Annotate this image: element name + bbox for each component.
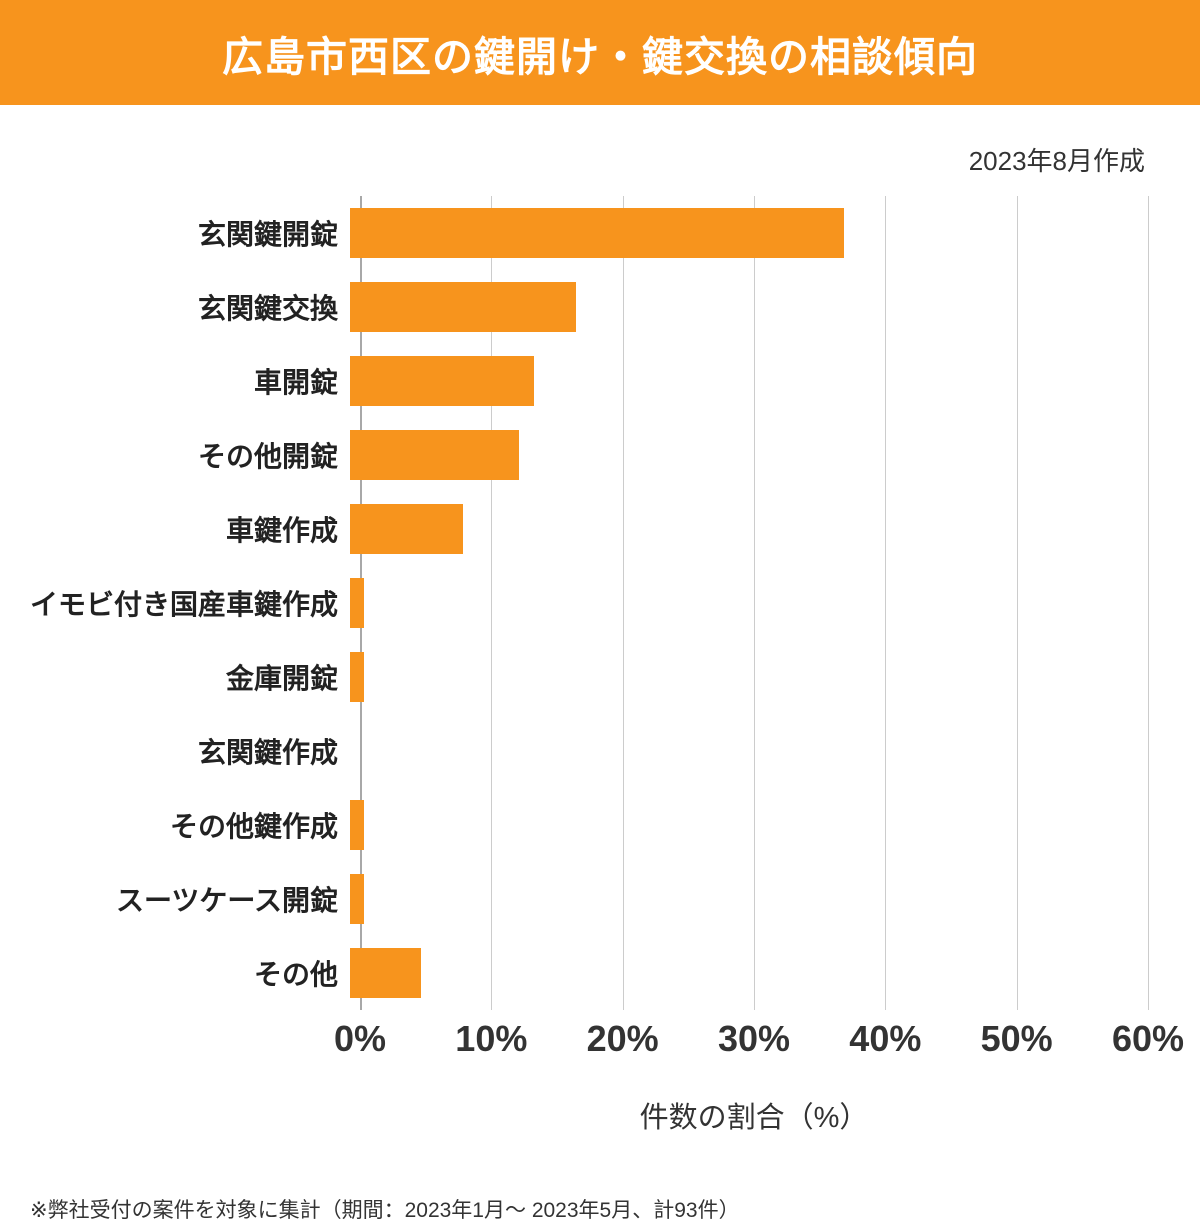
category-label: 玄関鍵開錠 bbox=[197, 219, 338, 250]
bar bbox=[350, 652, 365, 702]
bar-track bbox=[350, 800, 1138, 850]
bar-rows: 玄関鍵開錠玄関鍵交換車開錠その他開錠車鍵作成イモビ付き国産車鍵作成金庫開錠玄関鍵… bbox=[0, 196, 1200, 1010]
x-tick-label: 40% bbox=[849, 1018, 922, 1059]
bar bbox=[350, 430, 520, 480]
bar-track bbox=[350, 874, 1138, 924]
bar-row: 玄関鍵作成 bbox=[0, 714, 1200, 788]
bar bbox=[350, 282, 576, 332]
footnote: ※弊社受付の案件を対象に集計（期間：2023年1月～ 2023年5月、計93件） bbox=[30, 1199, 740, 1222]
bar-track bbox=[350, 282, 1138, 332]
bar-row: 車鍵作成 bbox=[0, 492, 1200, 566]
bar-track bbox=[350, 504, 1138, 554]
bar bbox=[350, 948, 421, 998]
category-label: スーツケース開錠 bbox=[115, 885, 338, 916]
category-label: 玄関鍵作成 bbox=[197, 737, 338, 768]
x-axis-label: 件数の割合（%） bbox=[639, 1102, 869, 1134]
bar-row: 玄関鍵交換 bbox=[0, 270, 1200, 344]
bar-row: その他 bbox=[0, 936, 1200, 1010]
gridline bbox=[491, 196, 493, 1010]
bar-track bbox=[350, 208, 1138, 258]
plot-area: 玄関鍵開錠玄関鍵交換車開錠その他開錠車鍵作成イモビ付き国産車鍵作成金庫開錠玄関鍵… bbox=[0, 196, 1200, 1010]
bar bbox=[350, 208, 844, 258]
bar-chart: 玄関鍵開錠玄関鍵交換車開錠その他開錠車鍵作成イモビ付き国産車鍵作成金庫開錠玄関鍵… bbox=[0, 196, 1200, 1136]
bar-track bbox=[350, 356, 1138, 406]
category-label: その他 bbox=[253, 959, 338, 990]
bar-row: スーツケース開錠 bbox=[0, 862, 1200, 936]
category-label: 車開錠 bbox=[253, 367, 338, 398]
bar-row: イモビ付き国産車鍵作成 bbox=[0, 566, 1200, 640]
chart-title: 広島市西区の鍵開け・鍵交換の相談傾向 bbox=[222, 33, 978, 80]
x-tick-label: 30% bbox=[717, 1018, 791, 1059]
x-tick-label: 50% bbox=[980, 1018, 1053, 1059]
category-label: 玄関鍵交換 bbox=[197, 293, 338, 324]
gridline bbox=[1016, 196, 1018, 1010]
bar-track bbox=[350, 948, 1138, 998]
x-tick-label: 0% bbox=[333, 1018, 387, 1059]
x-tick-label: 60% bbox=[1111, 1018, 1185, 1059]
gridline bbox=[622, 196, 624, 1010]
bar-row: その他開錠 bbox=[0, 418, 1200, 492]
bar bbox=[350, 356, 534, 406]
category-label: イモビ付き国産車鍵作成 bbox=[29, 589, 338, 620]
bar-row: 金庫開錠 bbox=[0, 640, 1200, 714]
category-label: その他開錠 bbox=[197, 441, 338, 472]
x-tick-label: 10% bbox=[455, 1018, 528, 1059]
category-label: 金庫開錠 bbox=[225, 663, 338, 694]
gridline bbox=[754, 196, 755, 1010]
chart-title-bar: 広島市西区の鍵開け・鍵交換の相談傾向 bbox=[0, 0, 1200, 105]
bar-row: その他鍵作成 bbox=[0, 788, 1200, 862]
gridline bbox=[1148, 196, 1149, 1010]
bar-track bbox=[350, 652, 1138, 702]
bar-row: 車開錠 bbox=[0, 344, 1200, 418]
gridline bbox=[885, 196, 887, 1010]
bar bbox=[350, 578, 365, 628]
bar-track bbox=[350, 578, 1138, 628]
category-label: その他鍵作成 bbox=[169, 811, 338, 842]
bar bbox=[350, 800, 365, 850]
creation-date: 2023年8月作成 bbox=[968, 146, 1145, 176]
x-tick-label: 20% bbox=[586, 1018, 659, 1059]
bar-track bbox=[350, 726, 1138, 776]
bar-row: 玄関鍵開錠 bbox=[0, 196, 1200, 270]
x-axis-ticks: 0% 10% 20% 30% 40% 50% 60% bbox=[334, 1010, 1184, 1072]
bar bbox=[350, 504, 463, 554]
category-label: 車鍵作成 bbox=[225, 515, 338, 546]
bar-track bbox=[350, 430, 1138, 480]
bar bbox=[350, 874, 365, 924]
